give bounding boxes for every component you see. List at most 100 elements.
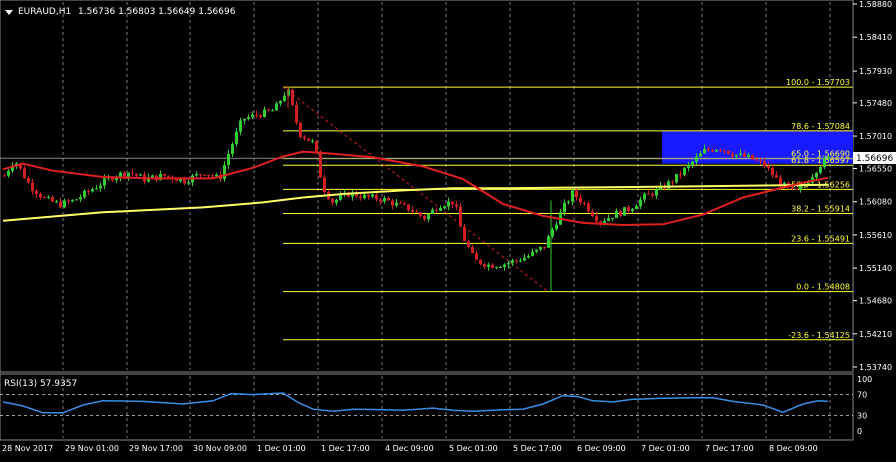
candle-body [311,140,314,142]
candle-body [703,148,706,154]
candle-body [447,201,450,207]
time-tick-label: 4 Dec 09:00 [385,444,434,453]
candle-body [391,200,394,206]
rsi-label: RSI(13) 57.9357 [4,379,77,389]
rsi-line [2,392,829,414]
price-tick-label: 1.54680 [859,297,892,306]
candle-body [179,178,182,182]
candle-body [319,151,322,178]
candle-body [695,156,698,162]
candle-body [351,192,354,197]
candle-body [711,150,714,152]
grid [62,2,831,438]
candle-body [79,197,82,200]
rsi-levels [0,394,853,416]
chart-ohlc: 1.56736 1.56803 1.56649 1.56696 [78,7,236,17]
candle-body [491,264,494,268]
candle-body [71,199,74,202]
candle-body [359,196,362,199]
candle-body [631,209,634,212]
candle-body [791,187,794,189]
time-tick-label: 5 Dec 17:00 [513,444,562,453]
candle-body [567,201,570,203]
candle-body [251,114,254,117]
candle-body [215,174,218,177]
candle-body [211,175,214,177]
candle-body [747,154,750,157]
candle-body [303,136,306,139]
candle-body [579,197,582,203]
candle-body [375,194,378,200]
candle-body [687,164,690,168]
ma-fast-line [2,150,829,227]
candle-body [47,196,50,198]
candle-body [39,194,42,198]
candle-body [387,198,390,201]
price-tick-label: 1.57010 [859,132,892,141]
candle-body [51,196,54,202]
candle-body [95,188,98,190]
candle-body [271,110,274,112]
rsi-tick-label: 0 [857,427,862,436]
candle-body [363,194,366,199]
candle-body [467,241,470,248]
candle-body [563,202,566,213]
collapse-triangle-icon[interactable] [5,10,13,15]
candle-body [555,224,558,230]
candle-body [591,211,594,217]
price-tick-label: 1.57480 [859,99,892,108]
candle-body [823,158,826,167]
rsi-tick-label: 70 [857,391,867,400]
candle-body [671,181,674,183]
fib-label: 78.6 - 1.57084 [791,122,850,131]
candle-body [379,199,382,202]
candle-body [355,192,358,197]
candle-body [691,161,694,165]
candle-body [615,211,618,218]
candle-body [495,267,498,269]
candle-body [183,178,186,184]
candle-body [679,174,682,176]
price-tick-label: 1.56080 [859,198,892,207]
candle-body [331,198,334,203]
candle-body [383,198,386,202]
candle-body [599,221,602,223]
time-tick-label: 1 Dec 01:00 [257,444,306,453]
candle-body [323,177,326,192]
fib-label: 65.0 - 1.56690 [791,150,850,159]
current-price-tag: 1.56696 [856,154,893,164]
candle-body [535,249,538,252]
rsi-tick-label: 100 [857,375,872,384]
candle-body [767,166,770,168]
candle-body [651,193,654,196]
price-tick-label: 1.56550 [859,165,892,174]
candle-body [771,167,774,176]
candle-body [611,217,614,219]
time-tick-label: 30 Nov 09:00 [193,444,247,453]
candle-body [795,188,798,190]
fib-label: 100.0 - 1.57703 [786,78,850,87]
current-price-tag-bg [853,152,896,164]
candle-body [523,257,526,261]
candle-body [619,211,622,216]
candle-body [807,182,810,185]
candle-body [315,140,318,152]
candle-body [395,202,398,206]
candle-body [99,185,102,189]
candle-body [7,170,10,176]
candle-body [479,259,482,265]
candle-body [487,264,490,267]
candle-body [27,178,30,183]
candle-body [59,201,62,208]
candle-body [543,246,546,248]
candle-body [443,206,446,208]
candle-body [115,177,118,181]
candle-body [531,251,534,256]
fib-label: 38.2 - 1.55914 [791,204,850,213]
rsi-tick-label: 30 [857,411,867,420]
time-tick-label: 7 Dec 01:00 [641,444,690,453]
candle-body [571,190,574,202]
candle-body [623,207,626,216]
